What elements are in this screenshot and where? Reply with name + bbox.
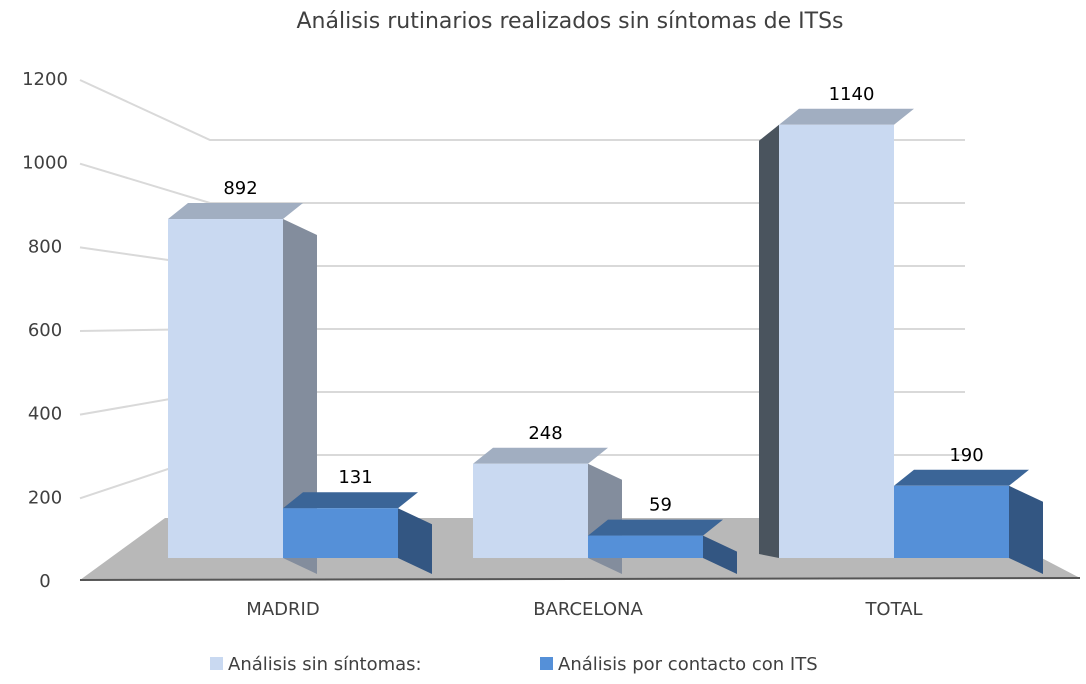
- y-tick-label: 200: [28, 487, 62, 508]
- bar: [283, 492, 432, 574]
- legend-swatch: [210, 657, 223, 670]
- legend-label: Análisis por contacto con ITS: [558, 654, 818, 675]
- data-label: 892: [223, 178, 257, 199]
- bar-side: [1009, 485, 1043, 574]
- bar-top: [588, 519, 723, 536]
- bar-front: [473, 463, 588, 558]
- bar-side: [703, 535, 737, 574]
- grid-line: [79, 79, 965, 141]
- data-label: 190: [949, 445, 983, 466]
- data-label: 1140: [829, 84, 875, 105]
- bar-side: [283, 219, 317, 575]
- bar-top: [168, 203, 303, 220]
- chart-title: Análisis rutinarios realizados sin sínto…: [297, 9, 844, 34]
- bar: [588, 519, 737, 574]
- bar: [894, 469, 1043, 574]
- bar-front: [283, 508, 398, 558]
- y-tick-label: 400: [28, 404, 62, 425]
- floor-edge: [79, 577, 1081, 581]
- bar-front: [168, 219, 283, 559]
- bar-front: [779, 124, 894, 559]
- x-tick-label: TOTAL: [864, 599, 922, 620]
- y-tick-label: 1200: [22, 69, 68, 90]
- legend-label: Análisis sin síntomas:: [228, 654, 422, 675]
- bar-front: [894, 485, 1009, 558]
- bar: [168, 203, 317, 575]
- x-tick-label: BARCELONA: [533, 599, 643, 620]
- x-tick-label: MADRID: [246, 599, 319, 620]
- data-label: 248: [528, 423, 562, 444]
- bar-top: [473, 447, 608, 464]
- y-tick-label: 600: [28, 320, 62, 341]
- grid-line: [79, 162, 965, 204]
- y-tick-label: 800: [28, 236, 62, 257]
- bar-side: [759, 124, 779, 559]
- bar-top: [779, 108, 914, 125]
- bar-top: [894, 469, 1029, 486]
- y-tick-label: 0: [39, 571, 50, 592]
- data-label: 59: [649, 495, 672, 516]
- bar: [759, 108, 914, 559]
- y-tick-label: 1000: [22, 153, 68, 174]
- legend-swatch: [540, 657, 553, 670]
- data-label: 131: [338, 467, 372, 488]
- bar-top: [283, 492, 418, 509]
- bar-side: [398, 508, 432, 574]
- bar-front: [588, 535, 703, 558]
